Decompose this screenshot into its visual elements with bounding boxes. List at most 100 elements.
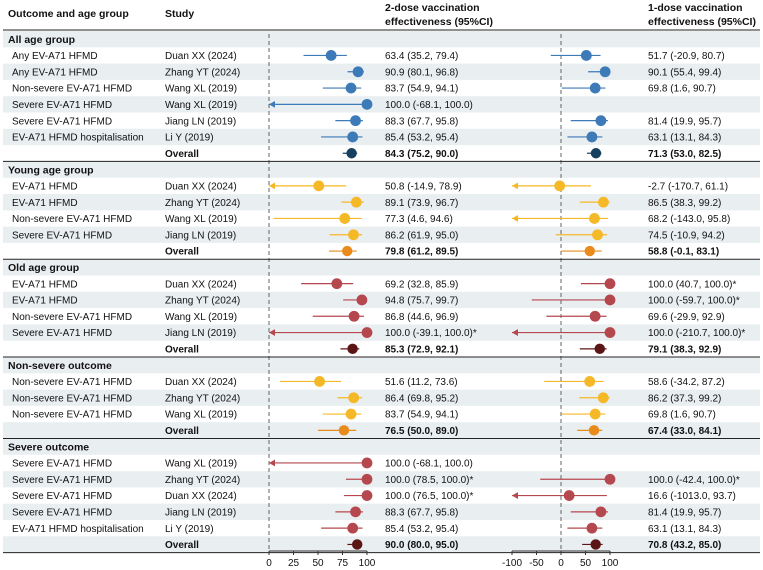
row-outcome: Severe EV-A71 HFMD <box>12 116 112 127</box>
header-outcome: Outcome and age group <box>8 8 129 20</box>
overall-label: Overall <box>165 247 199 258</box>
table-row: Any EV-A71 HFMD Duan XX (2024) 63.4 (35.2,… <box>12 50 725 62</box>
ve2-value: 85.4 (53.2, 95.4) <box>385 524 458 535</box>
x-tick-label-ve2: 0 <box>266 558 272 569</box>
ve2-value: 63.4 (35.2, 79.4) <box>385 51 458 62</box>
ve1-point <box>604 327 616 338</box>
table-row: Non-severe EV-A71 HFMD Wang XL (2019) 77.3… <box>12 213 730 225</box>
x-tick-label-ve2: 75 <box>337 558 349 569</box>
row-outcome: Any EV-A71 HFMD <box>12 67 98 78</box>
ve2-point <box>361 473 373 485</box>
overall-ve1-point <box>588 425 600 436</box>
row-study: Zhang YT (2024) <box>165 475 240 486</box>
ve1-value: 63.1 (13.1, 84.3) <box>648 133 721 144</box>
row-outcome: Non-severe EV-A71 HFMD <box>12 312 132 323</box>
ve2-value: 86.8 (44.6, 96.9) <box>385 312 458 323</box>
row-study: Wang XL (2019) <box>165 84 237 95</box>
table-row: EV-A71 HFMD Duan XX (2024) 50.8 (-14.9, 78… <box>12 180 728 192</box>
ve1-point <box>599 66 611 78</box>
table-row: Severe EV-A71 HFMD Jiang LN (2019) 88.3 (6… <box>12 506 721 518</box>
ve2-point <box>361 457 373 469</box>
row-stripe <box>3 63 760 80</box>
overall-row: Overall 85.3 (72.9, 92.1) 79.1 (38.3, 92.9… <box>165 343 721 355</box>
overall-label: Overall <box>165 426 199 437</box>
row-study: Duan XX (2024) <box>165 279 237 290</box>
row-outcome: Severe EV-A71 HFMD <box>12 230 112 241</box>
ve1-value: -2.7 (-170.7, 61.1) <box>648 181 728 192</box>
row-study: Jiang LN (2019) <box>165 507 236 518</box>
ve1-point <box>554 180 566 192</box>
ve1-point <box>589 408 601 420</box>
row-outcome: Severe EV-A71 HFMD <box>12 507 112 518</box>
table-row: Severe EV-A71 HFMD Wang XL (2019) 100.0 (-… <box>12 457 473 470</box>
ve2-value: 88.3 (67.7, 95.8) <box>385 507 458 518</box>
ve1-point <box>589 82 601 94</box>
row-outcome: Severe EV-A71 HFMD <box>12 100 112 111</box>
ve1-value: 16.6 (-1013.0, 93.7) <box>648 491 736 502</box>
ve1-point <box>595 506 607 518</box>
ve1-value: 51.7 (-20.9, 80.7) <box>648 51 725 62</box>
ve2-arrow <box>269 329 275 336</box>
data-rows: All age group Any EV-A71 HFMD Duan XX (202… <box>3 29 760 554</box>
row-outcome: Non-severe EV-A71 HFMD <box>12 84 132 95</box>
ve2-point <box>325 50 337 61</box>
overall-ve2-value: 85.3 (72.9, 92.1) <box>385 344 458 355</box>
overall-ve2-point <box>352 539 363 550</box>
row-stripe <box>3 503 760 520</box>
overall-ve2-value: 76.5 (50.0, 89.0) <box>385 426 458 437</box>
ve1-arrow <box>512 329 518 336</box>
axes: 0 25 50 75 100 -100 -50 0 50 100 <box>266 550 619 569</box>
row-outcome: EV-A71 HFMD <box>12 181 78 192</box>
header-ve2-line1: 2-dose vaccination <box>385 2 480 14</box>
overall-ve1-point <box>590 539 601 550</box>
row-stripe <box>3 161 760 178</box>
row-outcome: Severe EV-A71 HFMD <box>12 491 112 502</box>
ve2-point <box>345 408 357 420</box>
row-stripe <box>3 389 760 406</box>
ve1-value: 74.5 (-10.9, 94.2) <box>648 230 725 241</box>
group-2: Old age group EV-A71 HFMD Duan XX (2024) 69… <box>3 262 760 358</box>
row-study: Duan XX (2024) <box>165 491 237 502</box>
overall-ve1-value: 58.8 (-0.1, 83.1) <box>648 247 719 258</box>
ve2-point <box>347 522 359 534</box>
table-row: Severe EV-A71 HFMD Jiang LN (2019) 86.2 (6… <box>12 229 725 241</box>
ve1-point <box>604 278 616 290</box>
row-study: Duan XX (2024) <box>165 181 237 192</box>
row-stripes <box>3 31 760 553</box>
row-stripe <box>3 357 760 374</box>
row-outcome: Non-severe EV-A71 HFMD <box>12 214 132 225</box>
ve1-point <box>595 115 607 127</box>
ve2-point <box>348 229 359 241</box>
row-outcome: EV-A71 HFMD hospitalisation <box>12 524 144 535</box>
ve2-value: 51.6 (11.2, 73.6) <box>385 377 458 388</box>
table-row: EV-A71 HFMD Zhang YT (2024) 94.8 (75.7, 99… <box>12 294 740 307</box>
row-outcome: EV-A71 HFMD <box>12 296 78 307</box>
ve1-point <box>589 310 601 322</box>
reference-lines <box>268 34 562 551</box>
row-outcome: Severe EV-A71 HFMD <box>12 475 112 486</box>
ve1-value: 100.0 (-59.7, 100.0)* <box>648 296 740 307</box>
row-study: Jiang LN (2019) <box>165 328 236 339</box>
ve2-value: 90.9 (80.1, 96.8) <box>385 67 458 78</box>
table-row: Severe EV-A71 HFMD Jiang LN (2019) 88.3 (6… <box>12 115 721 127</box>
overall-ve2-point <box>347 343 358 355</box>
ve2-point <box>350 115 361 127</box>
overall-ve2-value: 84.3 (75.2, 90.0) <box>385 149 458 160</box>
ve1-value: 69.6 (-29.9, 92.9) <box>648 312 725 323</box>
ve2-point <box>347 131 359 143</box>
row-study: Duan XX (2024) <box>165 377 237 388</box>
x-tick-label-ve2: 100 <box>359 558 376 569</box>
overall-row: Overall 79.8 (61.2, 89.5) 58.8 (-0.1, 83.1… <box>165 245 719 258</box>
ve2-value: 86.2 (61.9, 95.0) <box>385 230 458 241</box>
row-study: Zhang YT (2024) <box>165 296 240 307</box>
overall-ve2-point <box>346 148 357 159</box>
ve2-value: 83.7 (54.9, 94.1) <box>385 84 458 95</box>
row-stripe <box>3 226 760 243</box>
ve2-point <box>345 82 357 94</box>
x-tick-label-ve1: 100 <box>602 558 619 569</box>
x-tick-label-ve1: 50 <box>580 558 592 569</box>
row-stripe <box>3 31 760 48</box>
group-4: Severe outcome Severe EV-A71 HFMD Wang XL … <box>3 441 760 554</box>
overall-row: Overall 76.5 (50.0, 89.0) 67.4 (33.0, 84.1… <box>165 425 721 437</box>
